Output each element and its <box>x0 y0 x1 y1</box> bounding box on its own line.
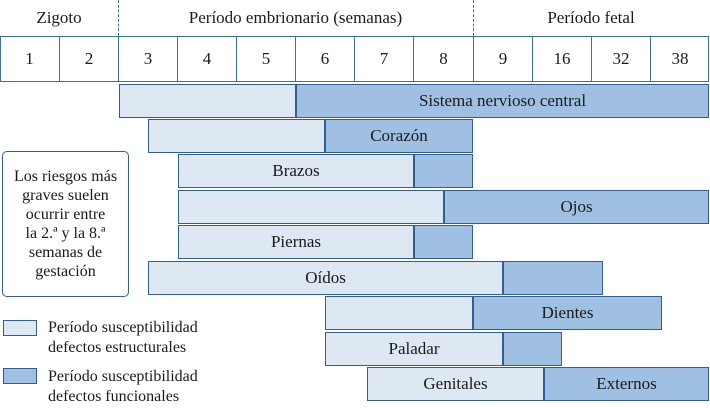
eyes-structural-bar <box>178 190 444 224</box>
genitals-label: Genitales <box>423 374 488 393</box>
note-line: graves suelen <box>22 187 109 204</box>
week-cell: 16 <box>532 36 591 82</box>
eyes-functional-bar <box>444 190 709 224</box>
legend-functional-swatch <box>3 368 37 384</box>
ears-structural-bar <box>148 261 503 295</box>
fetal-divider <box>473 0 474 36</box>
note-line: semanas de <box>28 244 103 261</box>
palate-functional-bar <box>503 332 562 366</box>
week-cell: 5 <box>236 36 295 82</box>
genitals-functional-bar <box>544 367 709 401</box>
teeth-functional-bar <box>473 296 662 330</box>
legs-structural-bar <box>178 225 414 259</box>
legs-functional-bar <box>414 225 473 259</box>
arms-label: Brazos <box>272 161 320 180</box>
zygote-period-label: Zigoto <box>36 8 82 27</box>
legend-functional-text: Período susceptibilidad defectos funcion… <box>48 367 268 407</box>
week-cell: 32 <box>591 36 650 82</box>
cns-structural-bar <box>119 84 296 118</box>
fetal-period-label: Período fetal <box>547 8 635 27</box>
external-label: Externos <box>596 374 657 393</box>
genitals-structural-bar <box>367 367 544 401</box>
week-cell: 2 <box>59 36 118 82</box>
note-line: Los riesgos más <box>13 168 118 185</box>
legs-label: Piernas <box>270 232 322 251</box>
cns-label: Sistema nervioso central <box>418 91 587 110</box>
heart-label: Corazón <box>370 126 428 145</box>
legend-line: defectos estructurales <box>48 339 187 356</box>
week-cell: 9 <box>473 36 532 82</box>
legend-line: Período susceptibilidad <box>48 319 198 336</box>
teeth-structural-bar <box>325 296 473 330</box>
palate-label: Paladar <box>388 339 440 358</box>
legend-line: Período susceptibilidad <box>48 368 198 385</box>
heart-structural-bar <box>148 119 325 153</box>
legend-structural-swatch <box>3 320 37 336</box>
ears-functional-bar <box>503 261 603 295</box>
week-cell: 8 <box>413 36 473 82</box>
legend-structural-text: Período susceptibilidad defectos estruct… <box>48 318 268 358</box>
embryonic-period-label: Período embrionario (semanas) <box>188 8 403 27</box>
cns-functional-bar <box>296 84 709 118</box>
teeth-label: Dientes <box>541 303 594 322</box>
palate-structural-bar <box>325 332 503 366</box>
legend-line: defectos funcionales <box>48 388 180 405</box>
week-cell: 38 <box>650 36 709 82</box>
zygote-divider <box>118 0 119 36</box>
note-line: ocurrir entre <box>25 206 106 223</box>
week-cell: 4 <box>177 36 236 82</box>
ears-label: Oídos <box>305 268 346 287</box>
week-cell: 3 <box>118 36 177 82</box>
eyes-label: Ojos <box>560 197 593 216</box>
week-cell: 7 <box>354 36 413 82</box>
arms-structural-bar <box>178 154 414 188</box>
note-line: gestación <box>35 263 96 280</box>
week-cell: 6 <box>295 36 354 82</box>
heart-functional-bar <box>325 119 473 153</box>
week-cell: 1 <box>25 49 34 68</box>
note-line: la 2.ª y la 8.ª <box>25 225 106 242</box>
risk-note-box: Los riesgos más graves suelen ocurrir en… <box>2 151 129 297</box>
arms-functional-bar <box>414 154 473 188</box>
